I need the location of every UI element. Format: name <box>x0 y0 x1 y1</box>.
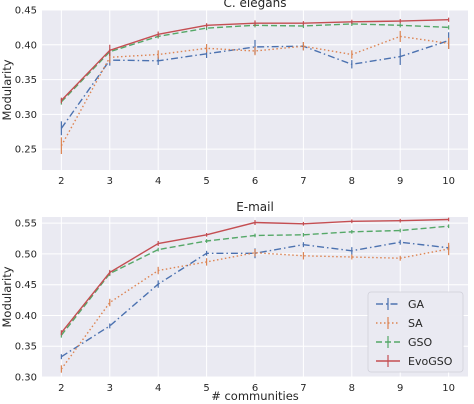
x-tick-label: 9 <box>397 383 403 394</box>
x-tick-label: 6 <box>252 176 258 187</box>
chart-title: C. elegans <box>224 0 287 10</box>
x-tick-label: 5 <box>203 176 209 187</box>
y-tick-label: 0.55 <box>15 219 37 230</box>
y-tick-label: 0.35 <box>15 342 37 353</box>
x-tick-label: 3 <box>107 176 113 187</box>
series-line <box>60 39 449 129</box>
series-evogso <box>60 217 450 336</box>
y-axis-label: Modularity <box>0 59 14 120</box>
x-axis-label: # communities <box>211 389 299 403</box>
y-tick-label: 0.35 <box>15 75 37 86</box>
y-tick-label: 0.45 <box>15 280 37 291</box>
chart-c-elegans: 0.25 0.30 0.35 0.40 0.45 2 3 4 5 6 7 8 9 10 C. elegans… <box>0 0 468 187</box>
y-tick-label: 0.25 <box>15 145 37 156</box>
x-tick-label: 9 <box>397 176 403 187</box>
y-axis-label: Modularity <box>0 266 14 327</box>
legend-box <box>367 291 464 373</box>
x-tick-label: 2 <box>58 176 64 187</box>
legend-label: GA <box>408 298 425 311</box>
legend-label: SA <box>408 317 423 330</box>
x-tick-label: 10 <box>442 176 455 187</box>
series-line <box>61 241 449 358</box>
chart-title: E-mail <box>236 200 274 214</box>
legend-label: EvoGSO <box>408 355 453 368</box>
x-tick-label: 3 <box>107 383 113 394</box>
series-sa <box>60 30 450 154</box>
y-tick-label: 0.45 <box>15 6 37 17</box>
x-tick-label: 4 <box>155 383 161 394</box>
x-tick-label: 10 <box>442 383 455 394</box>
series-evogso <box>60 17 450 104</box>
x-tick-label: 4 <box>155 176 161 187</box>
chart-e-mail: 0.30 0.35 0.40 0.45 0.50 0.55 2 3 4 5 6 7 8 9 10 E-mail… <box>0 200 468 403</box>
y-tick-label: 0.30 <box>15 110 37 121</box>
x-tick-label: 6 <box>252 383 258 394</box>
y-tick-label: 0.40 <box>15 40 37 51</box>
y-tick-label: 0.40 <box>15 311 37 322</box>
x-tick-label: 8 <box>349 383 355 394</box>
x-tick-label: 7 <box>300 176 306 187</box>
legend: GA SA GSO EvoGSO <box>367 291 464 373</box>
y-tick-label: 0.30 <box>15 373 37 384</box>
x-tick-label: 7 <box>300 383 306 394</box>
series-line <box>60 35 449 147</box>
series-sa <box>60 242 450 373</box>
x-tick-label: 2 <box>58 383 64 394</box>
x-tick-label: 5 <box>203 383 209 394</box>
y-tick-label: 0.50 <box>15 249 37 260</box>
legend-label: GSO <box>408 336 433 349</box>
x-tick-label: 8 <box>349 176 355 187</box>
